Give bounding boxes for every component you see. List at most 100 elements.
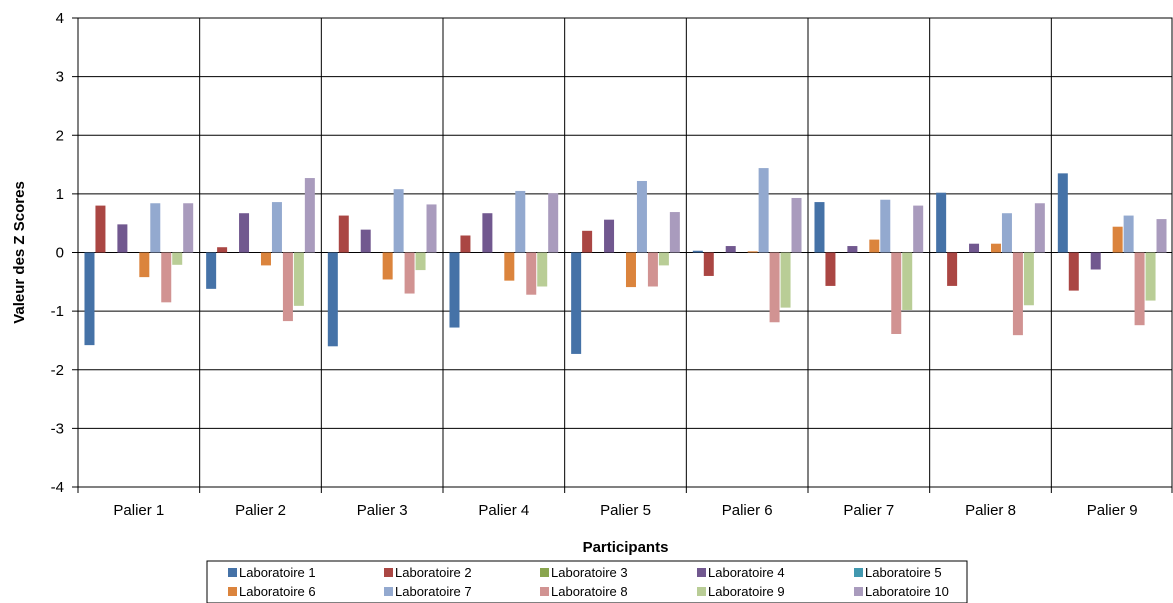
legend-label: Laboratoire 8 xyxy=(551,584,628,599)
bar xyxy=(725,246,736,253)
legend-swatch xyxy=(540,587,549,596)
bar xyxy=(360,229,371,253)
bar xyxy=(625,252,636,288)
bar xyxy=(936,192,947,253)
legend-swatch xyxy=(384,568,393,577)
x-tick-label: Palier 2 xyxy=(235,502,286,519)
bar xyxy=(426,204,437,253)
bar xyxy=(404,252,415,294)
x-tick-label: Palier 4 xyxy=(478,502,529,519)
bar xyxy=(1123,215,1134,253)
bar xyxy=(990,243,1001,253)
legend-swatch xyxy=(854,568,863,577)
legend-swatch xyxy=(697,587,706,596)
y-tick-label: 0 xyxy=(56,245,64,262)
x-tick-label: Palier 7 xyxy=(843,502,894,519)
bar xyxy=(271,202,282,253)
bar xyxy=(84,252,95,346)
bar xyxy=(769,252,780,323)
bar xyxy=(913,205,924,253)
y-tick-label: 3 xyxy=(56,69,64,86)
y-tick-labels: -4 -3 -2 -1 0 1 2 3 4 xyxy=(51,10,64,496)
bars-group xyxy=(84,168,1167,354)
bar xyxy=(293,252,304,306)
bar xyxy=(393,189,404,253)
legend-swatch xyxy=(540,568,549,577)
y-tick-label: -3 xyxy=(51,420,64,437)
bar xyxy=(482,213,493,253)
bar xyxy=(327,252,338,347)
legend-label: Laboratoire 10 xyxy=(865,584,949,599)
bar xyxy=(1134,252,1145,326)
bar xyxy=(282,252,293,322)
bar xyxy=(747,251,758,253)
bar xyxy=(1023,252,1034,306)
bar xyxy=(814,202,825,253)
bar xyxy=(183,203,194,253)
bar xyxy=(515,190,526,253)
bar xyxy=(1034,203,1045,253)
legend-label: Laboratoire 1 xyxy=(239,565,316,580)
legend-label: Laboratoire 2 xyxy=(395,565,472,580)
bar xyxy=(880,199,891,253)
legend-label: Laboratoire 5 xyxy=(865,565,942,580)
x-tick-label: Palier 9 xyxy=(1087,502,1138,519)
y-tick-label: -4 xyxy=(51,479,64,496)
bar xyxy=(692,250,703,253)
y-tick-label: 1 xyxy=(56,186,64,203)
bar xyxy=(1090,252,1101,270)
x-axis-title: Participants xyxy=(583,539,669,556)
bar xyxy=(1156,219,1167,253)
legend-swatch xyxy=(384,587,393,596)
bar xyxy=(947,252,958,286)
bar xyxy=(825,252,836,286)
x-tick-label: Palier 3 xyxy=(357,502,408,519)
y-tick-label: -1 xyxy=(51,303,64,320)
y-tick-label: 4 xyxy=(56,10,64,27)
bar xyxy=(338,215,349,253)
bar xyxy=(150,203,161,253)
bar xyxy=(780,252,791,308)
bar xyxy=(217,247,228,253)
legend-swatch xyxy=(854,587,863,596)
bar xyxy=(1068,252,1079,291)
bar xyxy=(669,212,680,253)
bar xyxy=(582,230,593,253)
y-axis-title: Valeur des Z Scores xyxy=(11,181,28,324)
bar xyxy=(1012,252,1023,336)
bar xyxy=(504,252,515,281)
legend-label: Laboratoire 4 xyxy=(708,565,785,580)
bar xyxy=(95,205,106,253)
bar xyxy=(117,224,128,253)
bar xyxy=(206,252,217,289)
legend-box xyxy=(206,560,968,603)
bar xyxy=(571,252,582,354)
bar xyxy=(636,180,647,253)
legend-label: Laboratoire 3 xyxy=(551,565,628,580)
legend-swatch xyxy=(228,568,237,577)
legend-label: Laboratoire 9 xyxy=(708,584,785,599)
legend-label: Laboratoire 6 xyxy=(239,584,316,599)
x-tick-label: Palier 6 xyxy=(722,502,773,519)
bar xyxy=(703,252,714,276)
y-tick-label: 2 xyxy=(56,127,64,144)
bar xyxy=(304,178,315,253)
bar xyxy=(758,168,769,253)
bar xyxy=(139,252,150,278)
bar xyxy=(647,252,658,287)
legend-swatch xyxy=(697,568,706,577)
bar xyxy=(891,252,902,334)
bar xyxy=(1001,213,1012,253)
bar xyxy=(239,213,250,253)
bar xyxy=(847,246,858,253)
bar xyxy=(161,252,172,303)
x-tick-label: Palier 8 xyxy=(965,502,1016,519)
x-tick-label: Palier 5 xyxy=(600,502,651,519)
bar xyxy=(449,252,460,328)
bar xyxy=(382,252,393,280)
bar xyxy=(172,252,183,265)
bar xyxy=(1145,252,1156,301)
y-tick-label: -2 xyxy=(51,362,64,379)
